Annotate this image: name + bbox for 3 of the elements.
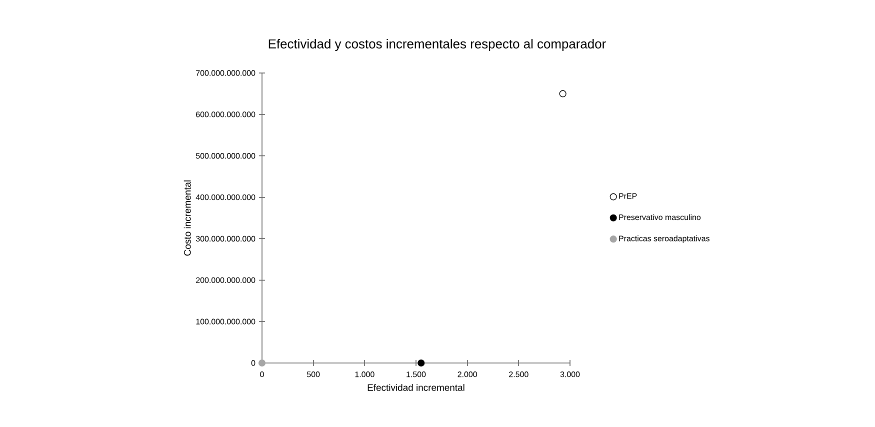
- x-axis-title: Efectividad incremental: [368, 384, 464, 391]
- chart-title: Efectividad y costos incrementales respecto al comparador: [268, 38, 606, 52]
- y-axis-title: Costo incremental: [184, 180, 191, 256]
